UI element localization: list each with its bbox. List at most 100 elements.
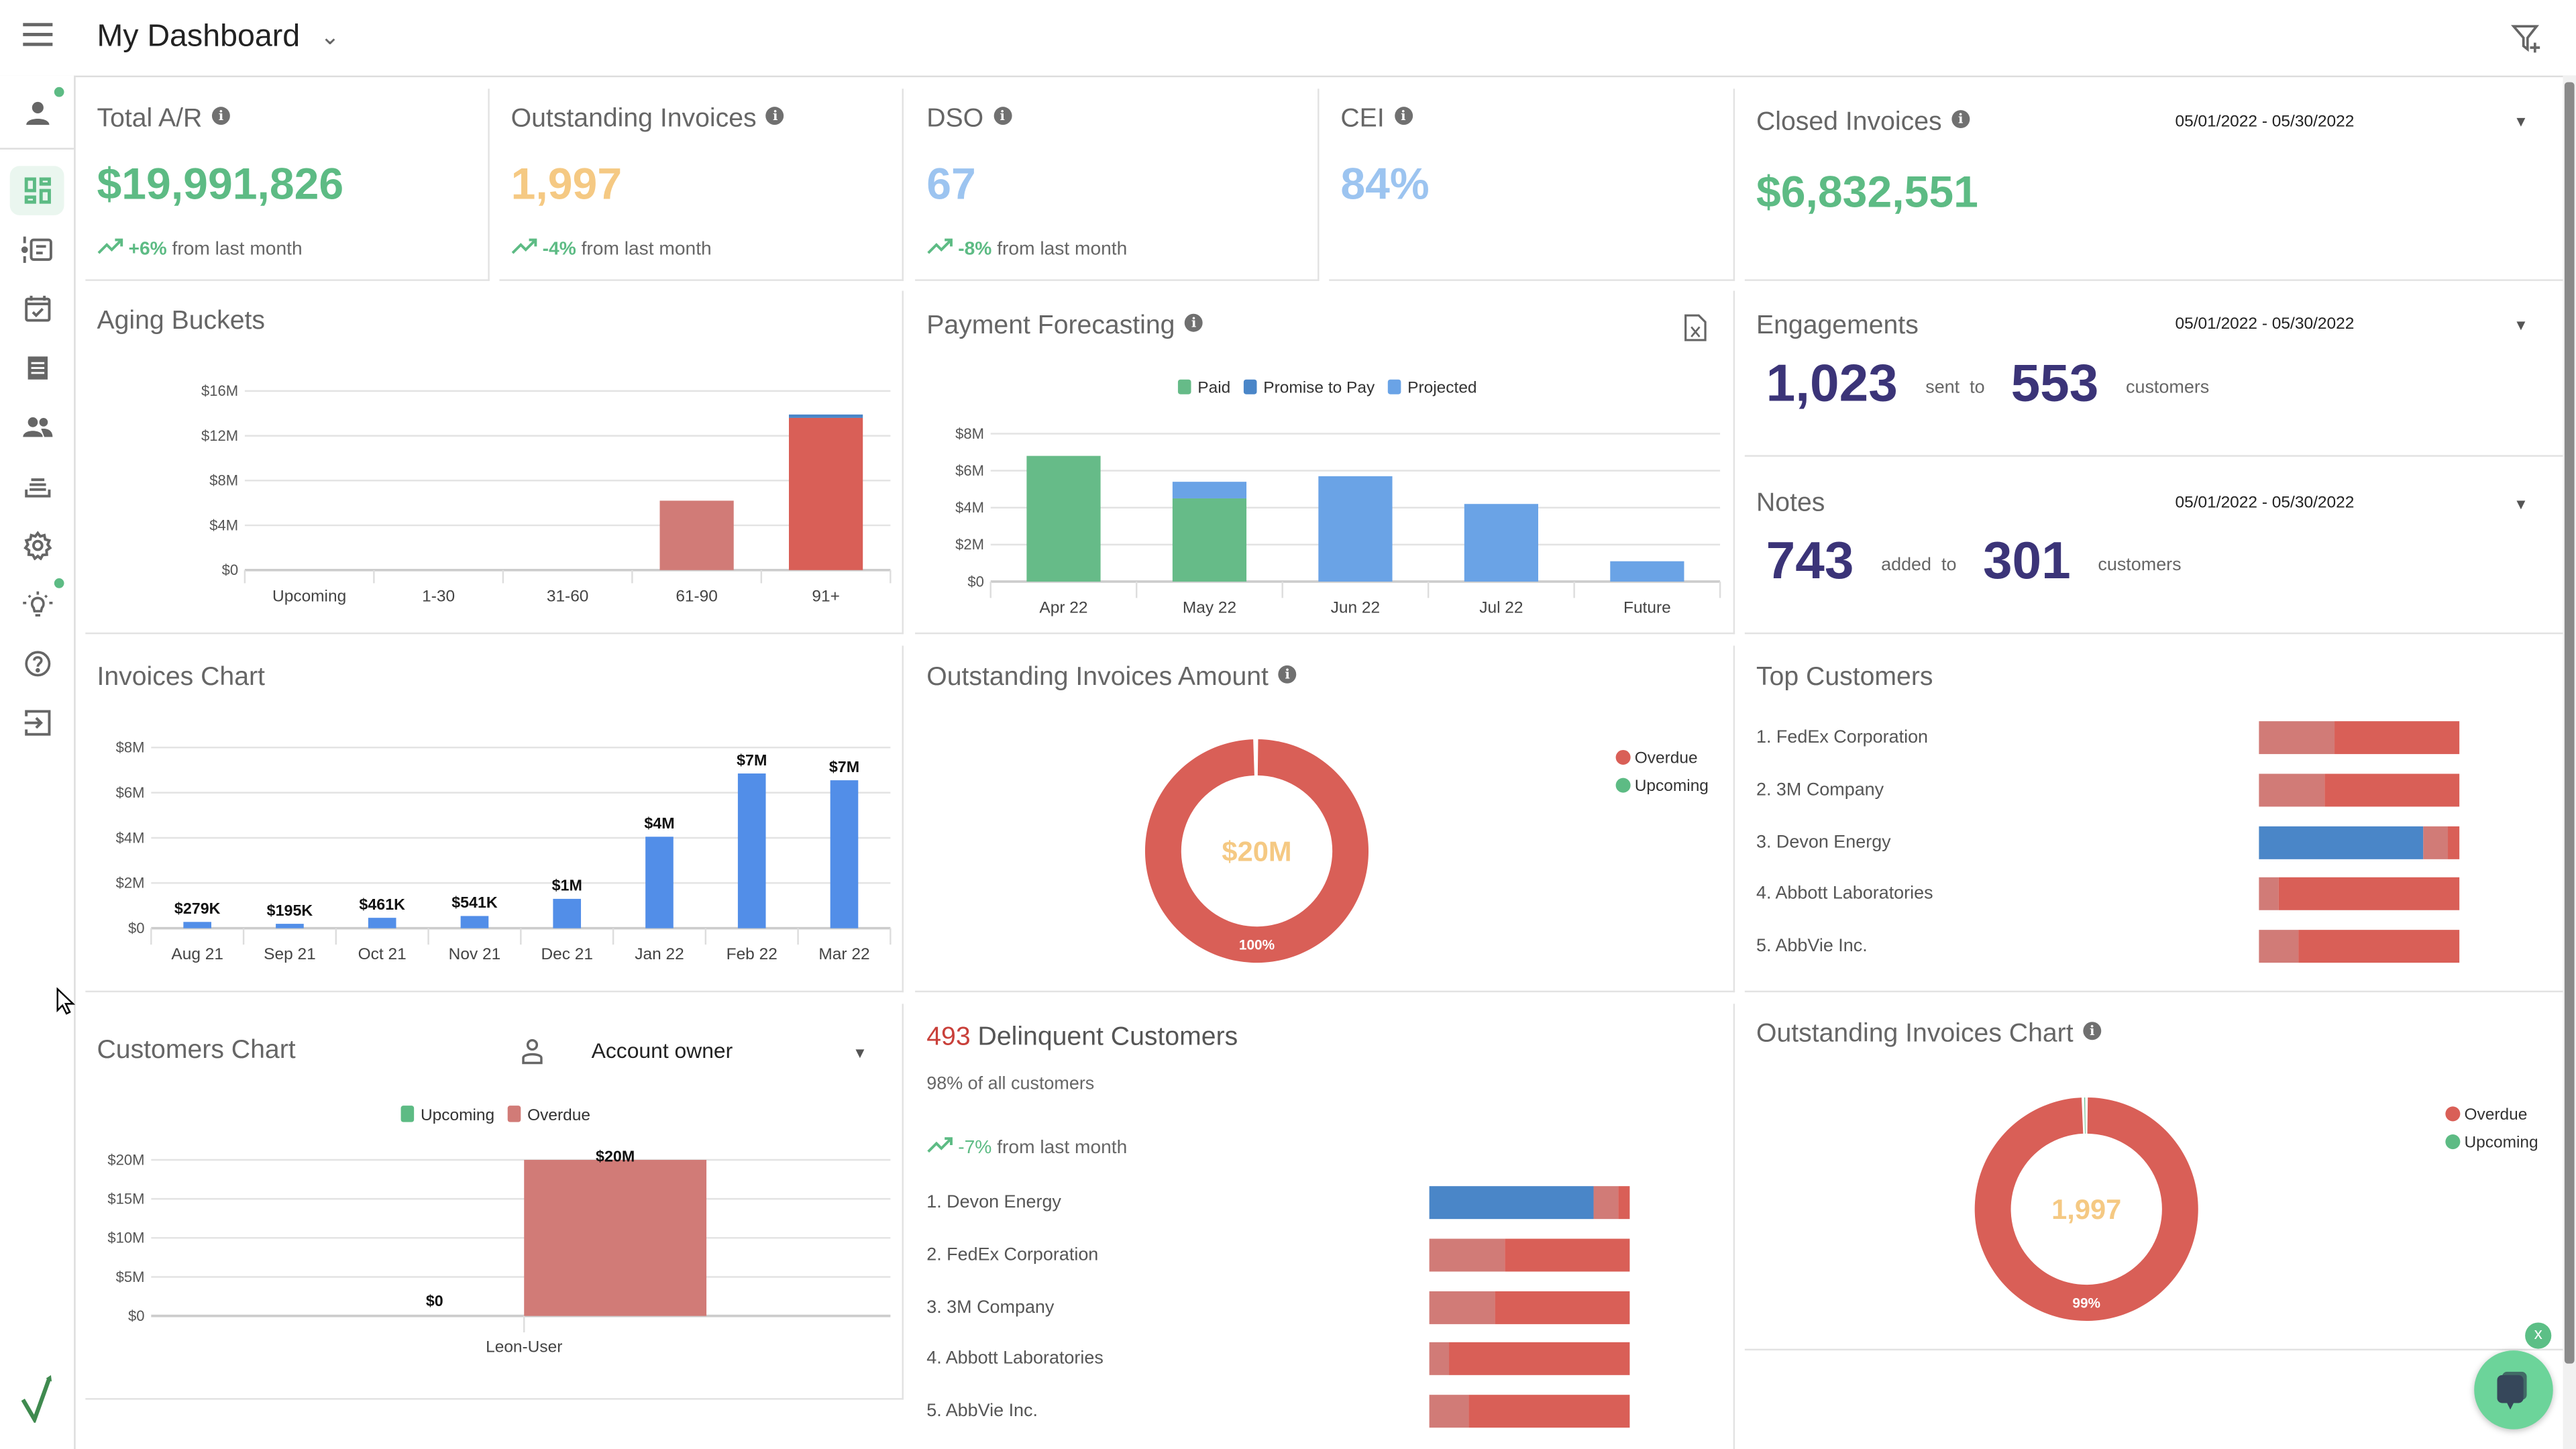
page-title: My Dashboard — [97, 19, 301, 54]
sidebar-item-tasks[interactable] — [10, 284, 64, 333]
info-icon[interactable]: i — [211, 107, 230, 125]
card-title: Outstanding Invoices Amount — [926, 663, 1269, 692]
y-tick-label: $12M — [201, 427, 238, 444]
customer-aging-bar[interactable] — [1429, 1238, 1630, 1272]
aging-buckets-chart: $0 $4M $8M $12M $16M Upcoming 1-30 31-60 61-90 91… — [201, 382, 892, 605]
notes-count: 743 — [1766, 531, 1854, 590]
chat-button[interactable] — [2474, 1350, 2553, 1430]
customer-name[interactable]: 2. FedEx Corporation — [926, 1244, 1099, 1265]
info-icon[interactable]: i — [1278, 665, 1297, 684]
sidebar-item-payments[interactable] — [10, 462, 64, 511]
sidebar-item-logout[interactable] — [10, 698, 64, 747]
bar-segment — [2259, 721, 2335, 755]
info-icon[interactable]: i — [1951, 110, 1970, 129]
customer-name[interactable]: 1. FedEx Corporation — [1756, 727, 1929, 748]
customer-aging-bar[interactable] — [1429, 1395, 1630, 1428]
chevron-down-icon[interactable]: ⌄ — [320, 23, 340, 50]
date-range-select[interactable]: 05/01/2022 - 05/30/2022 — [2175, 315, 2355, 334]
customer-aging-bar[interactable] — [2259, 930, 2460, 963]
data-label: $0 — [426, 1292, 443, 1309]
scrollbar-thumb[interactable] — [2564, 82, 2575, 1364]
sidebar-item-help[interactable] — [10, 639, 64, 688]
bar — [1464, 504, 1538, 582]
card-title: CEI — [1340, 105, 1385, 133]
dropdown-arrow-icon[interactable]: ▼ — [2513, 496, 2528, 513]
x-tick-label: Future — [1623, 598, 1671, 616]
inbox-tray-icon — [24, 478, 50, 498]
data-label: $7M — [737, 751, 767, 769]
y-tick-label: $2M — [116, 875, 145, 892]
date-range-select[interactable]: 05/01/2022 - 05/30/2022 — [2175, 494, 2355, 513]
bar-segment — [2299, 930, 2460, 963]
sidebar-item-settings[interactable] — [10, 521, 64, 570]
customers-chart-card: Customers Chart Account owner ▼ Upcoming… — [85, 1004, 904, 1400]
customer-name[interactable]: 3. 3M Company — [926, 1297, 1055, 1318]
legend-label: Overdue — [2464, 1106, 2527, 1124]
sidebar-item-insights[interactable] — [10, 580, 64, 629]
dropdown-arrow-icon[interactable]: ▼ — [853, 1044, 867, 1062]
checkmark-logo[interactable] — [21, 1373, 54, 1423]
customer-name[interactable]: 1. Devon Energy — [926, 1192, 1061, 1213]
customer-name[interactable]: 2. 3M Company — [1756, 780, 1884, 800]
customer-name[interactable]: 4. Abbott Laboratories — [1756, 884, 1933, 904]
y-tick-label: $2M — [955, 536, 984, 553]
bar-segment — [2334, 721, 2460, 755]
data-label: $20M — [596, 1147, 635, 1165]
dso-card: DSO i 67 -8% from last month — [915, 89, 1320, 281]
gear-icon — [22, 531, 52, 561]
hamburger-icon[interactable] — [23, 23, 53, 49]
chat-close-button[interactable]: x — [2525, 1322, 2552, 1349]
customer-aging-bar[interactable] — [2259, 877, 2460, 911]
bar-segment — [2447, 825, 2460, 859]
customer-name[interactable]: 3. Devon Energy — [1756, 832, 1891, 853]
lightbulb-icon — [22, 591, 52, 616]
sidebar-item-invoices[interactable] — [10, 343, 64, 392]
dropdown-arrow-icon[interactable]: ▼ — [2513, 317, 2528, 334]
customer-name[interactable]: 5. AbbVie Inc. — [1756, 936, 1868, 957]
data-label: $1M — [552, 877, 582, 894]
info-icon[interactable]: i — [1394, 107, 1413, 125]
customer-name[interactable]: 4. Abbott Laboratories — [926, 1349, 1104, 1369]
trend-percent: -8% — [958, 239, 992, 260]
sidebar-item-customers[interactable] — [10, 402, 64, 451]
cei-value: 84% — [1340, 159, 1430, 209]
sidebar-item-worklist[interactable] — [10, 225, 64, 274]
legend-swatch — [1243, 379, 1257, 394]
customer-aging-bar[interactable] — [2259, 721, 2460, 755]
trend: -8% from last month — [926, 238, 1127, 260]
info-icon[interactable]: i — [766, 107, 785, 125]
y-tick-label: $6M — [955, 462, 984, 479]
suffix-text: customers — [2126, 378, 2210, 398]
trending-up-icon — [97, 238, 123, 254]
customer-aging-bar[interactable] — [1429, 1290, 1630, 1324]
x-tick-label: Jul 22 — [1479, 598, 1523, 616]
customer-aging-bar[interactable] — [2259, 773, 2460, 806]
card-title: Payment Forecasting — [926, 312, 1175, 340]
customer-aging-bar[interactable] — [1429, 1186, 1630, 1220]
user-icon — [25, 101, 49, 125]
info-icon[interactable]: i — [1185, 314, 1203, 333]
x-tick-label: Leon-User — [486, 1338, 562, 1356]
date-range-select[interactable]: 05/01/2022 - 05/30/2022 — [2175, 113, 2355, 131]
cei-card: CEI i 84% — [1329, 89, 1735, 281]
account-owner-select[interactable]: Account owner — [591, 1038, 733, 1063]
sidebar-item-dashboard[interactable] — [9, 166, 64, 215]
customer-name[interactable]: 5. AbbVie Inc. — [926, 1401, 1038, 1421]
customer-aging-bar[interactable] — [1429, 1342, 1630, 1376]
sidebar-item-profile[interactable] — [10, 89, 64, 138]
excel-export-icon[interactable] — [1684, 314, 1707, 342]
donut-slice — [1144, 739, 1369, 963]
sidebar-divider — [0, 148, 74, 150]
bar-segment — [1449, 1342, 1630, 1376]
bar-segment — [2259, 930, 2300, 963]
trend-text: from last month — [997, 239, 1128, 260]
bar — [460, 916, 489, 928]
info-icon[interactable]: i — [2083, 1022, 2102, 1040]
logout-icon — [23, 710, 50, 736]
dropdown-arrow-icon[interactable]: ▼ — [2513, 113, 2528, 130]
customer-aging-bar[interactable] — [2259, 825, 2460, 859]
suffix-text: customers — [2098, 555, 2182, 576]
filter-add-icon[interactable] — [2510, 21, 2543, 54]
info-icon[interactable]: i — [993, 107, 1012, 125]
